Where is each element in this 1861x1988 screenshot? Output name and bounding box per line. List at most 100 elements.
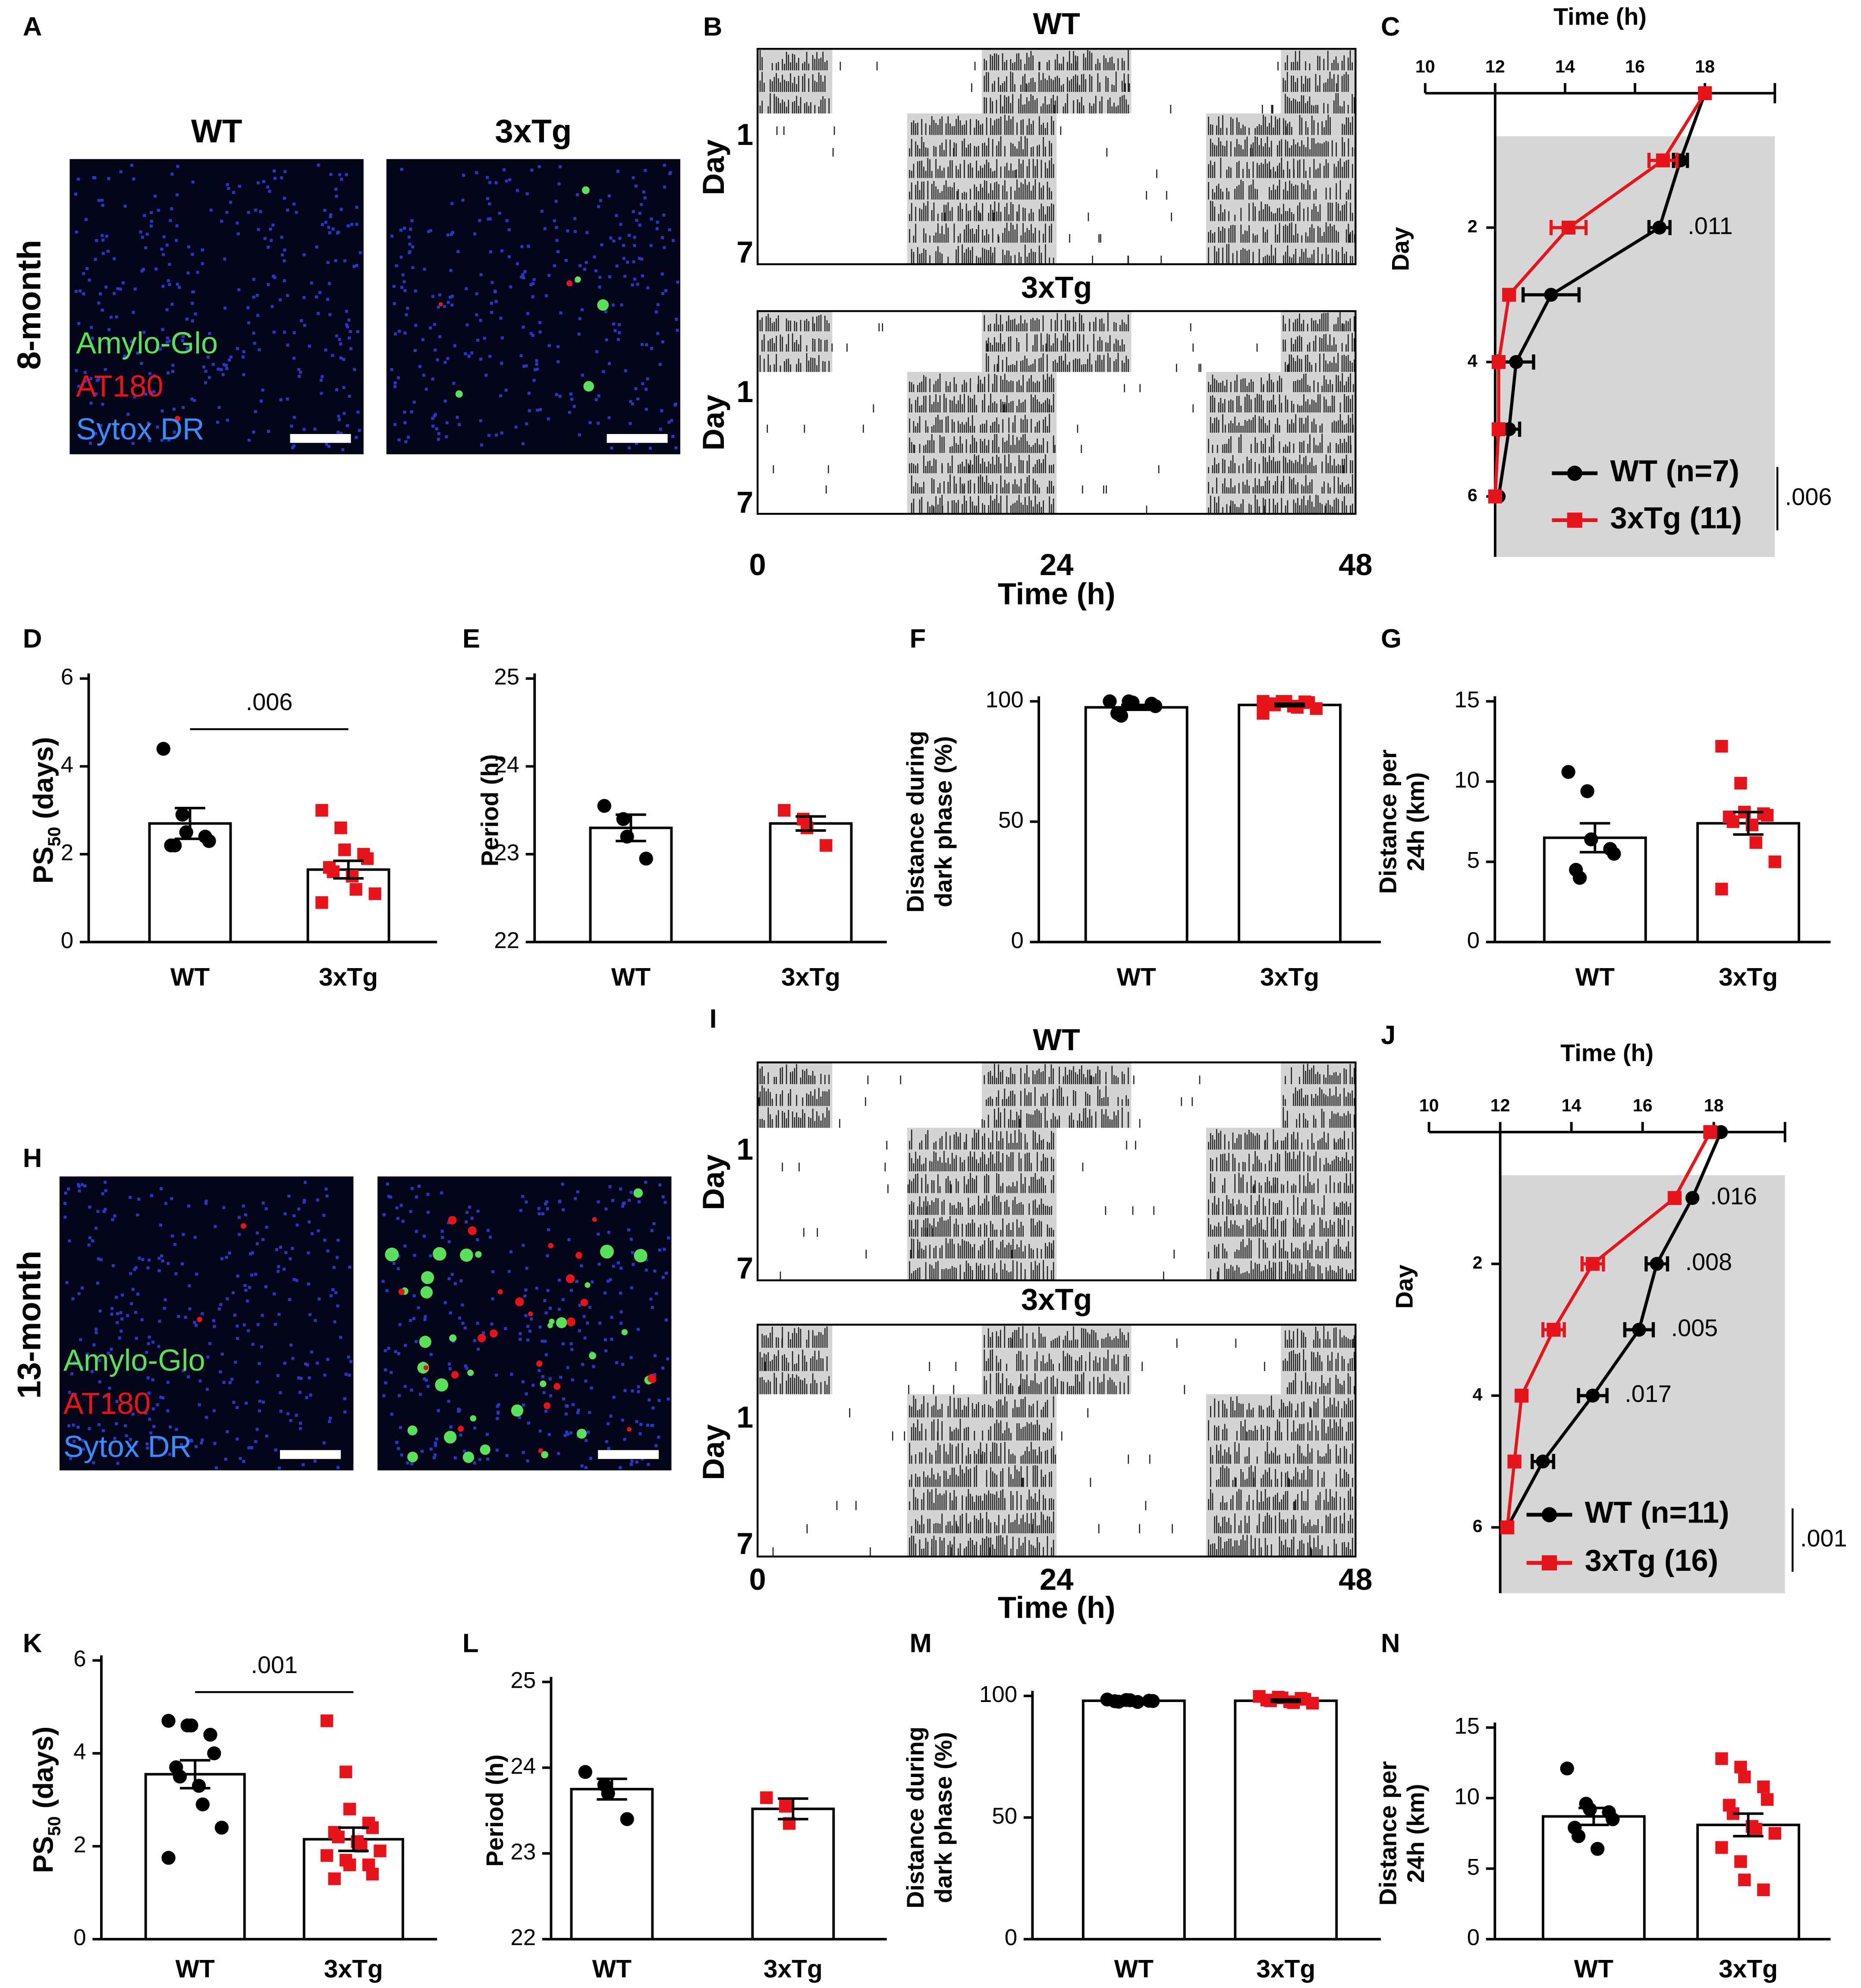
y-axis-label: Day: [1387, 227, 1414, 271]
point: [778, 804, 791, 817]
x-tick-label: 3xTg: [1719, 1955, 1778, 1983]
panel-label: G: [1381, 624, 1402, 654]
activity: [772, 1535, 1353, 1557]
error-bar: [1119, 1699, 1149, 1703]
dark-phase: [1280, 1106, 1356, 1128]
error-bar: [1733, 811, 1764, 836]
y-label-line: Distance per: [1374, 1761, 1401, 1906]
point: [203, 1727, 217, 1742]
x-tick-label: 3xTg: [1260, 963, 1319, 991]
tau: [575, 1252, 582, 1259]
point: [1607, 846, 1621, 861]
point: [1738, 1771, 1751, 1784]
y-tick-label: 6: [73, 1646, 86, 1672]
scale-bar: [607, 434, 668, 443]
point: [334, 821, 347, 834]
activity: [909, 222, 1355, 243]
y-tick-label: 25: [510, 1668, 536, 1693]
significance-label: .006: [246, 688, 293, 715]
p-overall: .001: [1800, 1524, 1847, 1551]
channel-label: Amylo-Glo: [63, 1343, 205, 1377]
dark-phase: [1206, 1487, 1356, 1510]
x-tick-label: 24: [1040, 1562, 1073, 1596]
actogram-frame: [756, 1324, 1357, 1558]
amyloid: [462, 1451, 475, 1463]
point: [1544, 288, 1558, 302]
amyloid: [443, 1431, 457, 1444]
actogram-title: WT: [1033, 1022, 1080, 1057]
amyloid: [541, 1451, 549, 1459]
point: [1306, 1697, 1319, 1710]
y-label-line: 24h (km): [1402, 772, 1429, 871]
x-tick-label: WT: [611, 963, 651, 991]
y-axis-label: Day: [696, 395, 730, 450]
x-tick-label: 18: [1695, 57, 1715, 76]
y-tick-label: 7: [736, 1526, 753, 1560]
dark-phase: [1206, 494, 1356, 514]
amyloid: [407, 1451, 418, 1463]
tau: [566, 1317, 575, 1327]
bar: [302, 1838, 404, 1941]
y-label-line: Distance during: [902, 731, 929, 913]
bar: [751, 1807, 835, 1941]
point: [1488, 489, 1503, 503]
point: [1749, 1823, 1762, 1836]
y-tick-label: 24: [510, 1753, 536, 1779]
y-tick-label: 15: [1454, 687, 1480, 713]
point: [1103, 694, 1117, 708]
panel-label: N: [1381, 1629, 1400, 1658]
x-tick-label: 0: [749, 1562, 766, 1596]
y-tick-label: 7: [736, 1251, 753, 1285]
point: [639, 852, 653, 866]
amyloid: [589, 1352, 597, 1359]
error-bar: [597, 1777, 627, 1801]
point: [1509, 355, 1523, 369]
y-tick-label: 0: [1005, 1925, 1017, 1950]
point: [161, 1851, 176, 1865]
amyloid: [470, 1415, 477, 1422]
point: [1586, 1388, 1600, 1403]
point: [1114, 708, 1129, 723]
bar: [570, 1788, 654, 1941]
dark-phase: [907, 1394, 1057, 1418]
column-title: 3xTg: [495, 113, 572, 150]
point: [161, 1714, 176, 1728]
activity: [773, 454, 1353, 474]
scale-bar: [280, 1450, 341, 1459]
dark-phase: [981, 1371, 1132, 1394]
point: [1768, 855, 1781, 868]
point: [1561, 765, 1575, 779]
p-value: .017: [1625, 1380, 1672, 1407]
nuclei: [74, 164, 362, 451]
amyloid: [467, 1369, 474, 1376]
tau: [175, 415, 181, 422]
tau: [438, 302, 443, 307]
point: [1561, 220, 1576, 235]
tau: [458, 1425, 464, 1432]
legend-label: 3xTg (16): [1585, 1543, 1718, 1577]
actogram-frame: [756, 48, 1357, 265]
point: [1757, 1883, 1770, 1897]
tau: [197, 1317, 202, 1322]
x-axis-label: Time (h): [998, 577, 1116, 611]
point: [195, 1797, 210, 1812]
tau: [580, 1299, 588, 1306]
activity: [909, 157, 1353, 178]
activity: [759, 50, 1353, 71]
y-tick-label: 4: [1468, 351, 1477, 371]
point: [597, 799, 611, 813]
point: [1667, 1191, 1682, 1205]
legend-marker: [1567, 513, 1582, 528]
x-tick-label: WT: [592, 1955, 632, 1983]
y-tick-label: 50: [998, 808, 1024, 833]
point: [184, 1718, 198, 1733]
channel-label: Amylo-Glo: [76, 326, 218, 360]
panel-label: H: [23, 1143, 42, 1173]
amyloid: [575, 276, 581, 283]
bar: [589, 826, 673, 944]
channel-label: Sytox DR: [63, 1429, 192, 1463]
y-tick-label: 5: [1467, 1854, 1480, 1880]
activity: [803, 1216, 1353, 1237]
y-tick-label: 100: [979, 1682, 1017, 1707]
